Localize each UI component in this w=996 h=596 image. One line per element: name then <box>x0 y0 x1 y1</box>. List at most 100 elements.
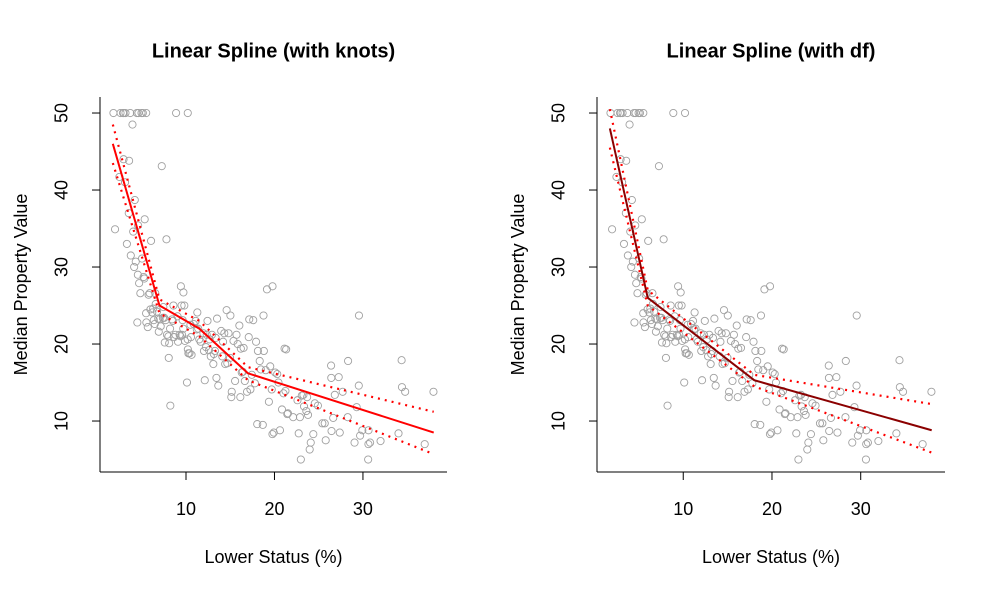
point <box>648 289 657 298</box>
y-tick-label: 40 <box>52 180 72 200</box>
point <box>293 396 302 405</box>
point <box>191 316 200 325</box>
y-tick-label: 50 <box>52 103 72 123</box>
point <box>862 440 871 449</box>
point <box>618 108 627 118</box>
point <box>149 316 158 325</box>
point <box>267 385 276 394</box>
point <box>631 108 640 118</box>
point <box>824 361 833 370</box>
point <box>294 429 303 438</box>
point <box>680 378 689 387</box>
point <box>264 397 273 406</box>
y-axis-label: Median Property Value <box>11 194 31 376</box>
point <box>259 311 268 320</box>
point <box>719 306 729 315</box>
point <box>175 330 184 339</box>
point <box>335 428 344 437</box>
point <box>742 315 751 324</box>
point <box>666 301 675 310</box>
point <box>239 343 248 352</box>
x-axis-label: Lower Status (%) <box>204 547 342 567</box>
point <box>334 373 343 382</box>
point <box>720 359 729 368</box>
point <box>639 318 648 327</box>
point <box>194 324 203 333</box>
point <box>283 409 292 418</box>
point <box>271 368 280 377</box>
point <box>200 376 209 385</box>
point <box>227 393 236 402</box>
point <box>245 315 254 324</box>
point <box>723 311 732 320</box>
point <box>303 393 312 402</box>
point <box>186 333 196 342</box>
point <box>651 327 660 336</box>
point <box>170 333 179 342</box>
point <box>700 316 709 325</box>
point <box>751 346 760 356</box>
point <box>136 289 145 298</box>
point <box>130 262 139 272</box>
point <box>677 301 686 310</box>
point <box>749 337 758 346</box>
point <box>401 387 410 396</box>
point <box>306 438 315 447</box>
point <box>255 356 264 366</box>
point <box>143 323 152 332</box>
point <box>776 389 786 398</box>
point <box>145 289 154 298</box>
point <box>173 312 182 321</box>
point <box>364 426 373 435</box>
point <box>160 338 169 347</box>
point <box>622 156 631 165</box>
point <box>623 108 632 118</box>
point <box>268 282 277 291</box>
point <box>815 419 825 428</box>
point <box>273 370 282 379</box>
point <box>142 108 151 118</box>
point <box>729 330 738 339</box>
x-tick-label: 20 <box>264 499 284 519</box>
point <box>716 337 725 346</box>
point <box>182 378 192 387</box>
point <box>833 428 842 437</box>
point <box>252 337 261 346</box>
point <box>672 330 681 339</box>
point <box>394 429 403 438</box>
point <box>684 350 693 359</box>
point <box>711 381 720 390</box>
point <box>303 410 313 419</box>
point <box>794 455 803 464</box>
point <box>756 311 766 320</box>
point <box>156 322 165 331</box>
point <box>179 288 188 297</box>
point <box>327 373 336 382</box>
point <box>195 335 204 344</box>
point <box>765 385 774 394</box>
point <box>147 236 156 245</box>
point <box>364 440 373 449</box>
panel: Linear Spline (with knots) Lower Status (… <box>11 40 447 567</box>
point <box>212 373 221 382</box>
point <box>633 289 642 298</box>
point <box>165 339 174 348</box>
point <box>702 346 711 355</box>
point <box>635 108 644 118</box>
point <box>753 356 762 366</box>
point <box>852 311 861 320</box>
point <box>364 455 373 464</box>
point <box>662 339 671 348</box>
point <box>804 438 813 447</box>
point <box>765 430 774 439</box>
point <box>756 420 765 429</box>
point <box>177 301 186 310</box>
point <box>841 356 850 366</box>
point <box>219 337 228 346</box>
point <box>350 438 359 447</box>
point <box>259 346 268 356</box>
point <box>790 396 800 405</box>
point <box>204 346 214 355</box>
point <box>663 401 672 410</box>
point <box>213 314 222 323</box>
